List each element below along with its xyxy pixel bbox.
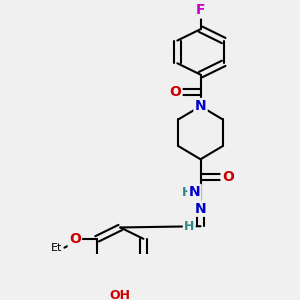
Text: Et: Et [51,243,63,253]
Text: N: N [189,185,200,199]
Text: H: H [184,220,194,233]
Text: O: O [222,170,234,184]
Text: N: N [195,202,206,215]
Text: H: H [182,186,192,199]
Text: F: F [196,3,205,17]
Text: O: O [169,85,181,99]
Text: N: N [195,99,206,113]
Text: OH: OH [110,289,131,300]
Text: O: O [69,232,81,246]
